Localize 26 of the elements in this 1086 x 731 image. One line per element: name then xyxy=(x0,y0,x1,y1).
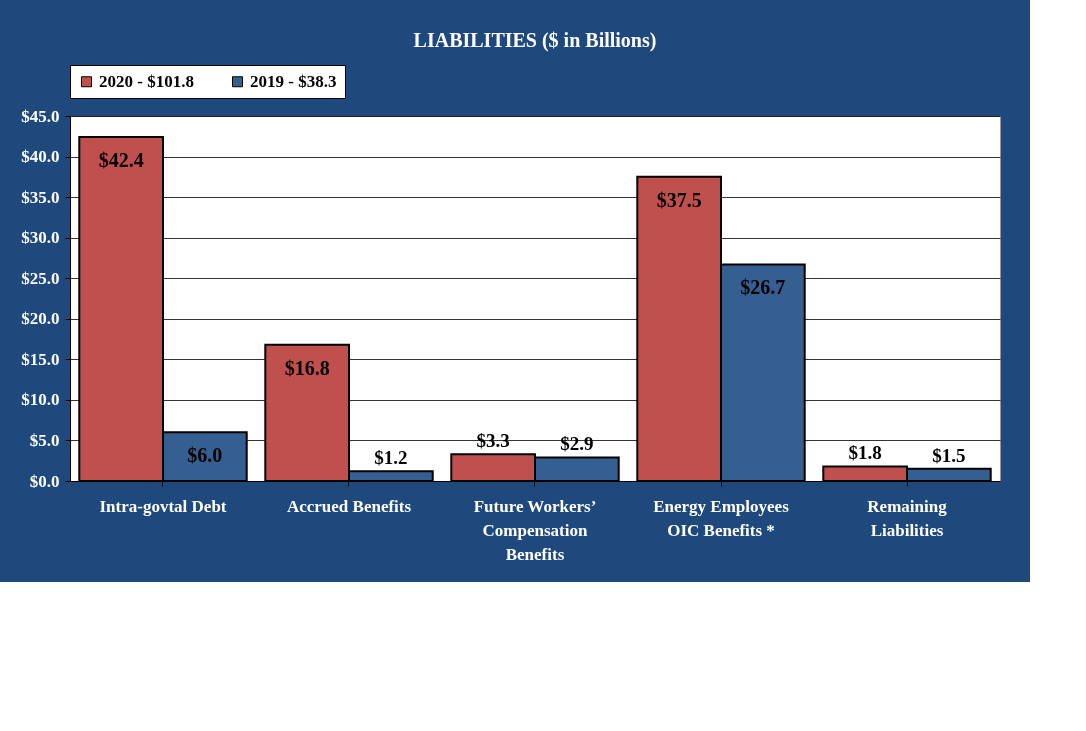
y-tick-label: $25.0 xyxy=(21,268,60,288)
data-label: $6.0 xyxy=(187,444,223,467)
x-tick-label: Intra-govtal Debt xyxy=(99,496,227,516)
data-label: $16.8 xyxy=(284,356,330,379)
y-tick-label: $20.0 xyxy=(21,309,60,329)
y-tick-label: $10.0 xyxy=(21,390,60,410)
y-tick-label: $45.0 xyxy=(21,106,60,126)
y-tick-label: $15.0 xyxy=(21,349,60,369)
data-label: $26.7 xyxy=(740,276,786,299)
data-label: $42.4 xyxy=(98,149,144,172)
y-tick-label: $5.0 xyxy=(29,430,60,450)
data-label: $1.8 xyxy=(848,442,882,464)
y-tick-label: $35.0 xyxy=(21,187,60,207)
data-label: $37.5 xyxy=(656,188,702,211)
data-label: $1.2 xyxy=(374,447,408,469)
legend-label: 2019 - $38.3 xyxy=(250,71,337,91)
x-tick-label: Remaining Liabilities xyxy=(867,496,948,540)
y-tick-label: $0.0 xyxy=(29,471,60,491)
chart-title: LIABILITIES ($ in Billions) xyxy=(413,28,657,52)
x-tick-label: Future Workers’ Compensation Benefits xyxy=(473,496,597,564)
y-tick-label: $40.0 xyxy=(21,147,60,167)
legend-label: 2020 - $101.8 xyxy=(99,71,194,91)
data-label: $1.5 xyxy=(932,444,966,466)
y-tick-label: $30.0 xyxy=(21,228,60,248)
x-tick-label: Accrued Benefits xyxy=(286,496,412,516)
x-tick-label: Energy Employees OIC Benefits * xyxy=(653,496,790,540)
